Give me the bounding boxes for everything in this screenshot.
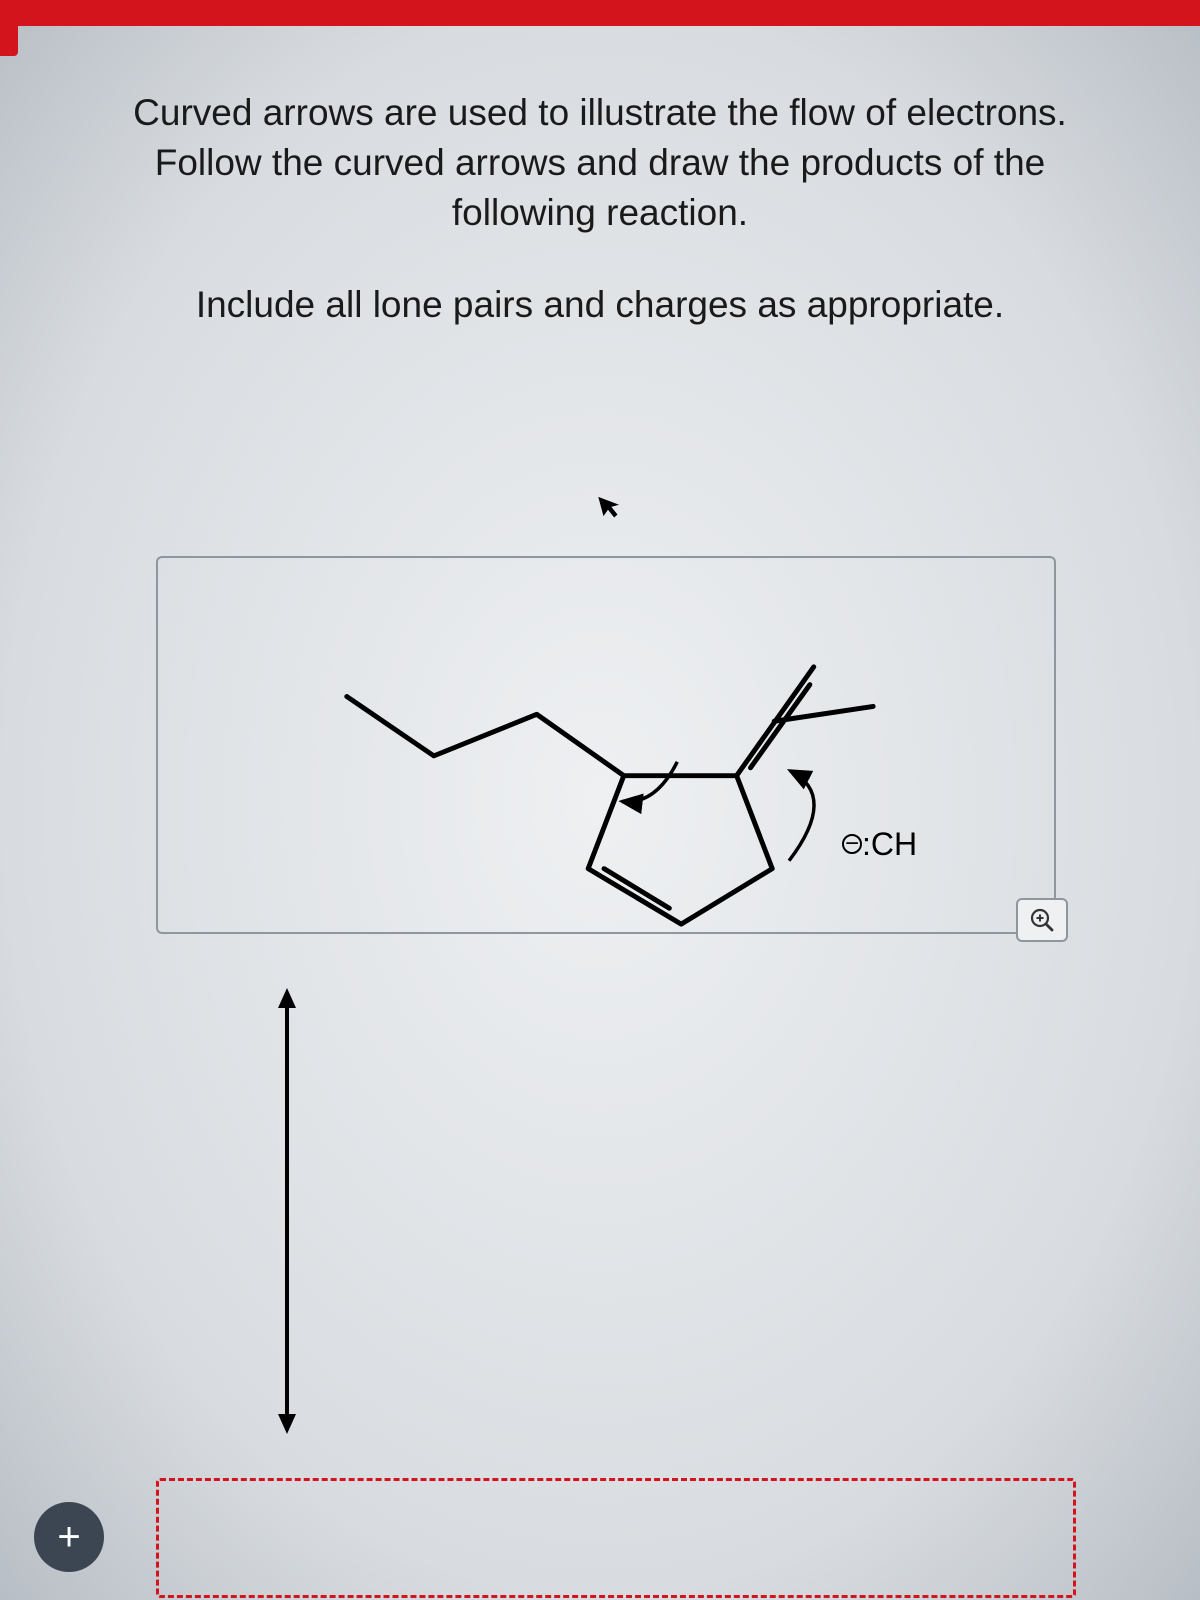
left-red-tab <box>0 0 18 56</box>
mouse-cursor-icon <box>596 490 626 530</box>
plus-icon: + <box>57 1515 80 1560</box>
instruction-line-4: Include all lone pairs and charges as ap… <box>30 284 1170 326</box>
instruction-line-2: Follow the curved arrows and draw the pr… <box>30 138 1170 188</box>
add-structure-button[interactable]: + <box>34 1502 104 1572</box>
top-red-bar <box>0 0 1200 26</box>
zoom-button[interactable] <box>1016 898 1068 942</box>
instruction-line-3: following reaction. <box>30 188 1170 238</box>
carbanion-label: −:CH <box>842 826 917 863</box>
instruction-line-1: Curved arrows are used to illustrate the… <box>30 88 1170 138</box>
chemical-structure-svg <box>158 558 1054 932</box>
magnifier-plus-icon <box>1029 907 1055 933</box>
reaction-double-arrow <box>272 986 302 1436</box>
instruction-text: Curved arrows are used to illustrate the… <box>30 88 1170 326</box>
reactant-structure-panel[interactable]: −:CH <box>156 556 1056 934</box>
product-drop-zone[interactable] <box>156 1478 1076 1598</box>
